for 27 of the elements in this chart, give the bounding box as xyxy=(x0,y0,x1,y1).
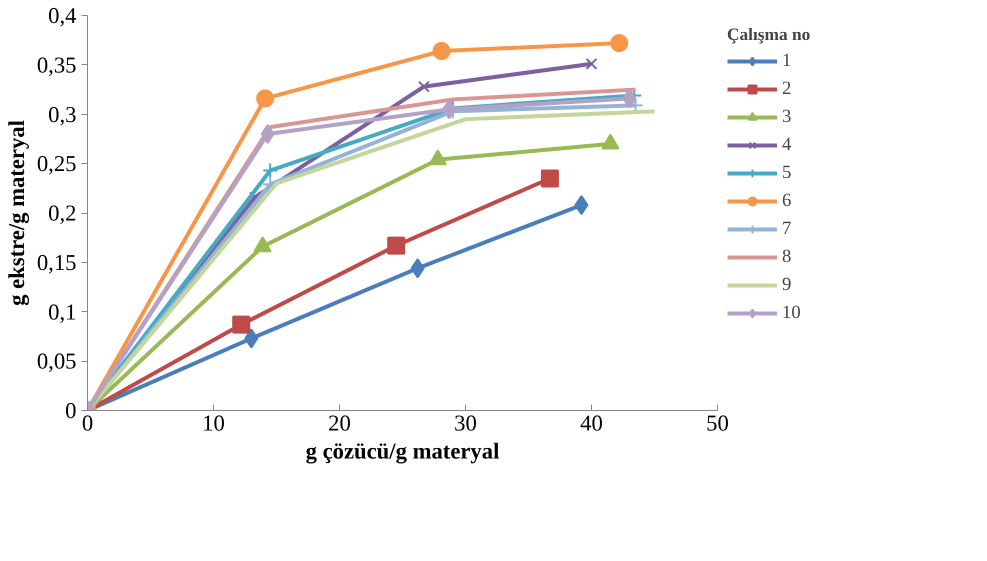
legend-label: 5 xyxy=(782,162,792,184)
y-tick-label: 0,3 xyxy=(48,102,77,127)
y-tick-label: 0,35 xyxy=(36,52,77,78)
legend-label: 6 xyxy=(782,190,792,212)
y-axis-title: g ekstre/g materyal xyxy=(4,120,29,306)
legend-label: 8 xyxy=(782,246,792,268)
y-tick-label: 0,2 xyxy=(48,200,77,226)
legend-label: 3 xyxy=(782,106,792,128)
x-tick-label: 0 xyxy=(82,410,94,436)
legend-title: Çalışma no xyxy=(727,25,810,45)
x-tick-label: 10 xyxy=(202,410,225,436)
legend-label: 9 xyxy=(782,274,792,296)
legend-label: 1 xyxy=(782,50,792,72)
y-tick-label: 0,25 xyxy=(36,151,77,176)
legend-label: 4 xyxy=(782,134,792,156)
x-tick-label: 50 xyxy=(706,410,729,436)
y-tick-label: 0,05 xyxy=(36,348,77,374)
legend-label: 2 xyxy=(782,78,792,100)
y-tick-label: 0,15 xyxy=(36,250,77,275)
y-tick-label: 0,1 xyxy=(48,299,77,324)
y-tick-label: 0,4 xyxy=(48,3,77,28)
legend-label: 10 xyxy=(782,302,802,324)
x-tick-label: 20 xyxy=(328,410,351,436)
x-axis-title: g çözücü/g materyal xyxy=(306,438,500,464)
x-tick-label: 40 xyxy=(580,410,603,436)
x-tick-label: 30 xyxy=(454,410,477,436)
legend-label: 7 xyxy=(782,218,792,240)
